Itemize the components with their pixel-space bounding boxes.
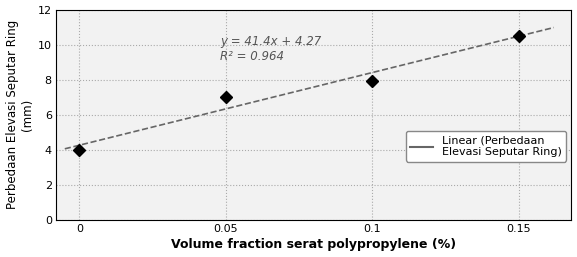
- Linear (Perbedaan
Elevasi Seputar Ring): [63, 147, 70, 150]
- Linear (Perbedaan
Elevasi Seputar Ring): [474, 45, 481, 48]
- Linear (Perbedaan
Elevasi Seputar Ring): [351, 76, 358, 79]
- Linear (Perbedaan
Elevasi Seputar Ring): [550, 26, 557, 29]
- Line: Linear (Perbedaan
Elevasi Seputar Ring): Linear (Perbedaan Elevasi Seputar Ring): [65, 27, 554, 149]
- Linear (Perbedaan
Elevasi Seputar Ring): [353, 75, 359, 78]
- X-axis label: Volume fraction serat polypropylene (%): Volume fraction serat polypropylene (%): [171, 238, 456, 251]
- Y-axis label: Perbedaan Elevasi Seputar Ring
(mm): Perbedaan Elevasi Seputar Ring (mm): [6, 20, 33, 209]
- Text: y = 41.4x + 4.27
R² = 0.964: y = 41.4x + 4.27 R² = 0.964: [220, 35, 321, 63]
- Legend: Linear (Perbedaan
Elevasi Seputar Ring): Linear (Perbedaan Elevasi Seputar Ring): [406, 131, 566, 162]
- Linear (Perbedaan
Elevasi Seputar Ring): [361, 73, 368, 76]
- Linear (Perbedaan
Elevasi Seputar Ring): [61, 147, 68, 150]
- Linear (Perbedaan
Elevasi Seputar Ring): [505, 37, 512, 40]
